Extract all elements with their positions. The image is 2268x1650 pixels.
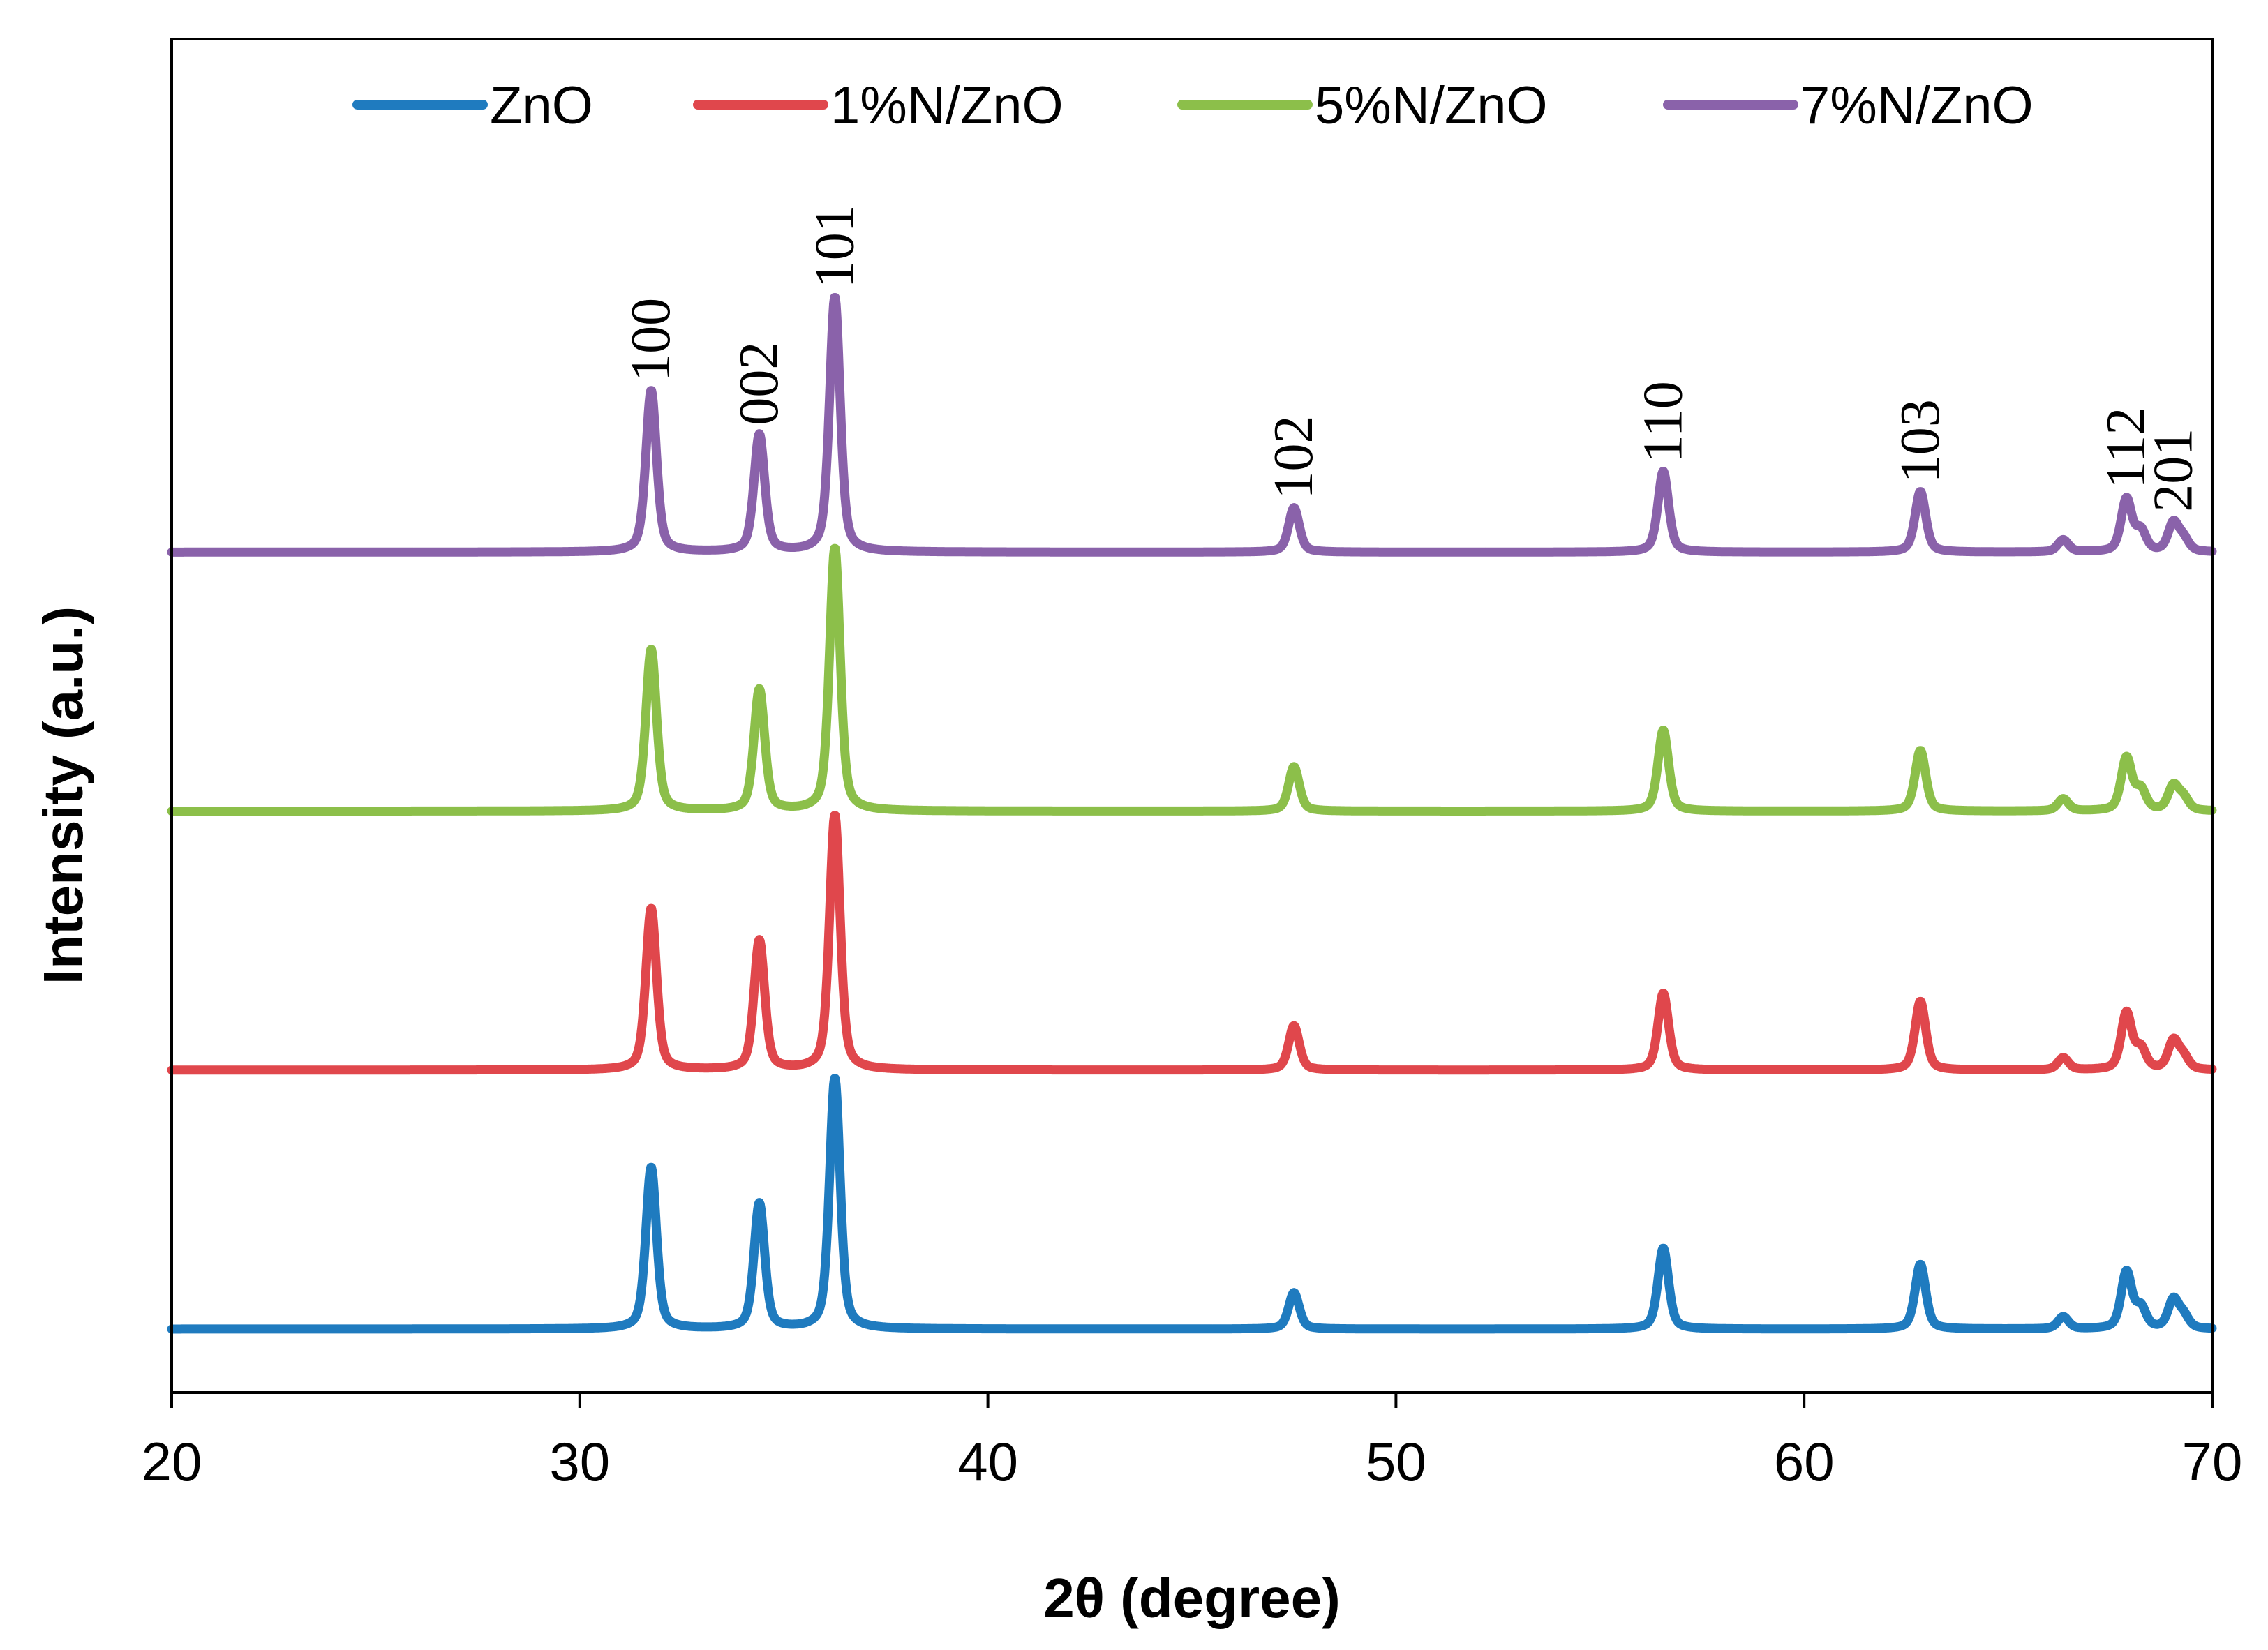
legend-label-3: 5%N/ZnO: [1315, 76, 1548, 135]
legend: ZnO 1%N/ZnO 5%N/ZnO 7%N/ZnO: [352, 76, 2034, 135]
series-line-2: [167, 811, 2217, 1075]
plot-area-frame: [170, 38, 2214, 1394]
series-line-3: [167, 543, 2217, 816]
peak-label-002: 002: [729, 342, 790, 426]
x-tick-label-50: 50: [1366, 1431, 1426, 1492]
peak-label-110: 110: [1632, 381, 1694, 463]
peak-label-103: 103: [1890, 399, 1951, 483]
x-axis-title: 2θ (degree): [1043, 1567, 1341, 1629]
x-tick-label-60: 60: [1774, 1431, 1835, 1492]
peak-label-112: 112: [2096, 407, 2157, 489]
x-axis-ticks: 20 30 40 50 60 70: [142, 1393, 2243, 1492]
x-tick-label-40: 40: [957, 1431, 1018, 1492]
peak-label-102: 102: [1263, 416, 1325, 500]
series-line-4: [167, 293, 2217, 557]
series-line-1: [167, 1074, 2217, 1334]
peak-label-101: 101: [804, 204, 865, 288]
legend-label-1: ZnO: [490, 76, 593, 135]
y-axis-title: Intensity (a.u.): [32, 606, 94, 984]
x-tick-label-70: 70: [2182, 1431, 2243, 1492]
series-layer: [167, 293, 2217, 1334]
peak-label-201: 201: [2142, 428, 2204, 512]
legend-label-4: 7%N/ZnO: [1800, 76, 2034, 135]
x-tick-label-20: 20: [142, 1431, 202, 1492]
peak-label-100: 100: [620, 298, 682, 382]
legend-label-2: 1%N/ZnO: [830, 76, 1064, 135]
x-tick-label-30: 30: [549, 1431, 610, 1492]
